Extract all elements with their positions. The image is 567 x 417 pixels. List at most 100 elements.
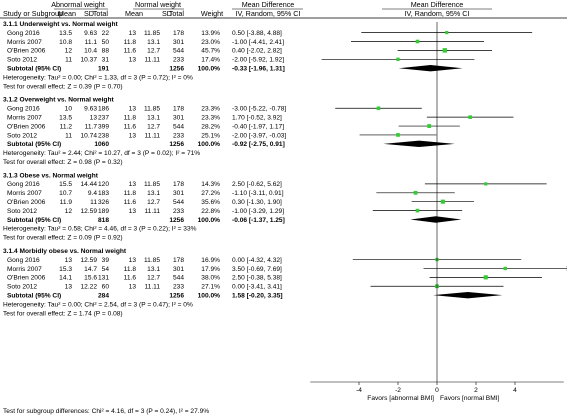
sd-abnormal: 12.59 — [80, 208, 97, 215]
total-abnormal: 326 — [98, 199, 109, 206]
mean-abnormal: 14.1 — [59, 275, 72, 282]
mean-abnormal: 11 — [65, 132, 72, 139]
study-row: Gong 2016 15.5 14.44 120 13 11.85 178 14.3% 2.50… — [7, 181, 547, 188]
overall-effect-text: Test for overall effect: Z = 1.74 (P = 0… — [3, 310, 123, 317]
mean-abnormal: 15.5 — [59, 181, 72, 188]
total-abnormal: 54 — [102, 266, 110, 273]
weight: 35.6% — [201, 199, 220, 206]
point-estimate — [503, 266, 507, 271]
subgroup-title: 3.1.4 Morbidly obese vs. Normal weight — [3, 248, 127, 255]
study-name: O'Brien 2006 — [7, 275, 46, 282]
mean-abnormal: 12 — [65, 48, 73, 55]
total-normal: 301 — [173, 39, 184, 46]
subgroup-title: 3.1.1 Underweight vs. Normal weight — [3, 21, 118, 28]
md-ci: 0.40 [-2.02, 2.82] — [232, 48, 282, 55]
md-ci: -0.40 [-1.97, 1.17] — [232, 123, 284, 130]
total-abnormal: 183 — [98, 190, 109, 197]
study-name: Soto 2012 — [7, 57, 37, 64]
col-weight: Weight — [201, 9, 223, 18]
weight: 23.3% — [201, 114, 220, 121]
total-abnormal: 22 — [102, 30, 110, 37]
study-name: Gong 2016 — [7, 257, 40, 264]
overall-effect-text: Test for overall effect: Z = 0.39 (P = 0… — [3, 83, 123, 90]
point-estimate — [396, 133, 400, 137]
total-abnormal: 50 — [102, 39, 110, 46]
study-name: O'Brien 2006 — [7, 123, 46, 130]
subtotal-row: Subtotal (95% CI) 818 1256 100.0% -0.06 [-1.… — [7, 216, 462, 224]
sd-abnormal: 10.74 — [80, 132, 97, 139]
study-name: Gong 2016 — [7, 181, 40, 188]
subtotal-ci: -0.92 [-2.75, 0.91] — [232, 141, 285, 148]
subgroup-title: 3.1.3 Obese vs. Normal weight — [3, 172, 99, 179]
total-normal: 544 — [173, 123, 184, 130]
total-abnormal: 39 — [102, 257, 110, 264]
plot-header: Mean Difference — [411, 0, 464, 9]
weight: 38.0% — [201, 275, 220, 282]
sd-abnormal: 12.59 — [80, 257, 97, 264]
mean-normal: 13 — [129, 57, 137, 64]
sd-abnormal: 9.63 — [84, 106, 97, 113]
study-row: Soto 2012 11 10.74 238 13 11.11 233 25.1% -2.00 … — [7, 132, 437, 139]
total-abnormal: 88 — [102, 48, 110, 55]
axis-tick-label: -2 — [395, 387, 401, 394]
point-estimate — [413, 190, 418, 195]
total-abnormal: 189 — [98, 208, 109, 215]
weight: 45.7% — [201, 48, 220, 55]
heterogeneity-text: Heterogeneity: Tau² = 0.00; Chi² = 1.33,… — [3, 74, 193, 81]
total-abnormal: 120 — [98, 181, 109, 188]
overall-effect-text: Test for overall effect: Z = 0.09 (P = 0… — [3, 235, 123, 242]
md-ci: 0.30 [-1.30, 1.90] — [232, 199, 282, 206]
md-ci: -1.00 [-4.41, 2.41] — [232, 39, 284, 46]
total-normal: 233 — [173, 208, 184, 215]
col-total-2: Total — [169, 9, 185, 18]
subtotal-ci: -0.33 [-1.96, 1.31] — [232, 66, 285, 73]
total-normal: 544 — [173, 48, 184, 55]
axis-tick-label: 0 — [435, 387, 439, 394]
total-normal: 301 — [173, 114, 184, 121]
sd-abnormal: 10.4 — [84, 48, 97, 55]
heterogeneity-text: Heterogeneity: Tau² = 2.44; Chi² = 10.27… — [3, 150, 200, 157]
subtotal-diamond — [398, 65, 463, 72]
total-normal: 544 — [173, 275, 184, 282]
point-estimate — [484, 182, 488, 186]
weight: 23.0% — [201, 39, 220, 46]
mean-abnormal: 11 — [65, 57, 72, 64]
sd-abnormal: 12.22 — [80, 284, 97, 291]
subtotal-n-normal: 1256 — [169, 141, 184, 148]
study-name: Gong 2016 — [7, 106, 40, 113]
mean-normal: 13 — [129, 30, 137, 37]
total-normal: 233 — [173, 57, 184, 64]
md-ci: 0.50 [-3.88, 4.88] — [232, 30, 282, 37]
col-sd-1: SD — [84, 9, 94, 18]
sd-normal: 13.1 — [147, 266, 160, 273]
study-row: O'Brien 2006 11.2 11.7 399 11.6 12.7 544 28.2% -… — [7, 123, 460, 130]
total-abnormal: 60 — [102, 284, 110, 291]
study-row: O'Brien 2006 14.1 15.6 131 11.6 12.7 544 38.0% 2… — [7, 275, 542, 282]
weight: 27.1% — [201, 284, 220, 291]
sd-abnormal: 11.7 — [85, 123, 98, 130]
sd-normal: 12.7 — [147, 123, 160, 130]
study-row: Morris 2007 10.7 9.4 183 11.8 13.1 301 27.2% -1.… — [7, 190, 455, 197]
mean-abnormal: 11.9 — [60, 199, 73, 206]
mean-normal: 13 — [129, 132, 137, 139]
subtotal-diamond — [410, 216, 462, 223]
mean-normal: 13 — [129, 181, 137, 188]
subtotal-diamond — [383, 140, 455, 148]
sd-normal: 12.7 — [147, 199, 160, 206]
md-ci: 2.50 [-0.38, 5.38] — [232, 275, 282, 282]
subtotal-row: Subtotal (95% CI) 1060 1256 100.0% -0.92 [-2… — [7, 140, 455, 148]
total-normal: 178 — [173, 257, 184, 264]
heterogeneity-text: Heterogeneity: Tau² = 0.00; Chi² = 2.54,… — [3, 301, 193, 308]
subtotal-n-abnormal: 284 — [98, 292, 109, 299]
sd-abnormal: 10.37 — [80, 57, 97, 64]
col-md-sub: IV, Random, 95% CI — [236, 9, 301, 18]
weight: 14.3% — [201, 181, 220, 188]
subtotal-label: Subtotal (95% CI) — [7, 292, 61, 299]
group-normal-header: Normal weight — [135, 0, 181, 9]
total-normal: 301 — [173, 266, 184, 273]
total-abnormal: 131 — [98, 275, 109, 282]
mean-abnormal: 11.2 — [60, 123, 73, 130]
weight: 25.1% — [201, 132, 220, 139]
study-row: Soto 2012 13 12.22 60 13 11.11 233 27.1% 0.00 [-… — [7, 284, 504, 291]
point-estimate — [415, 39, 420, 44]
